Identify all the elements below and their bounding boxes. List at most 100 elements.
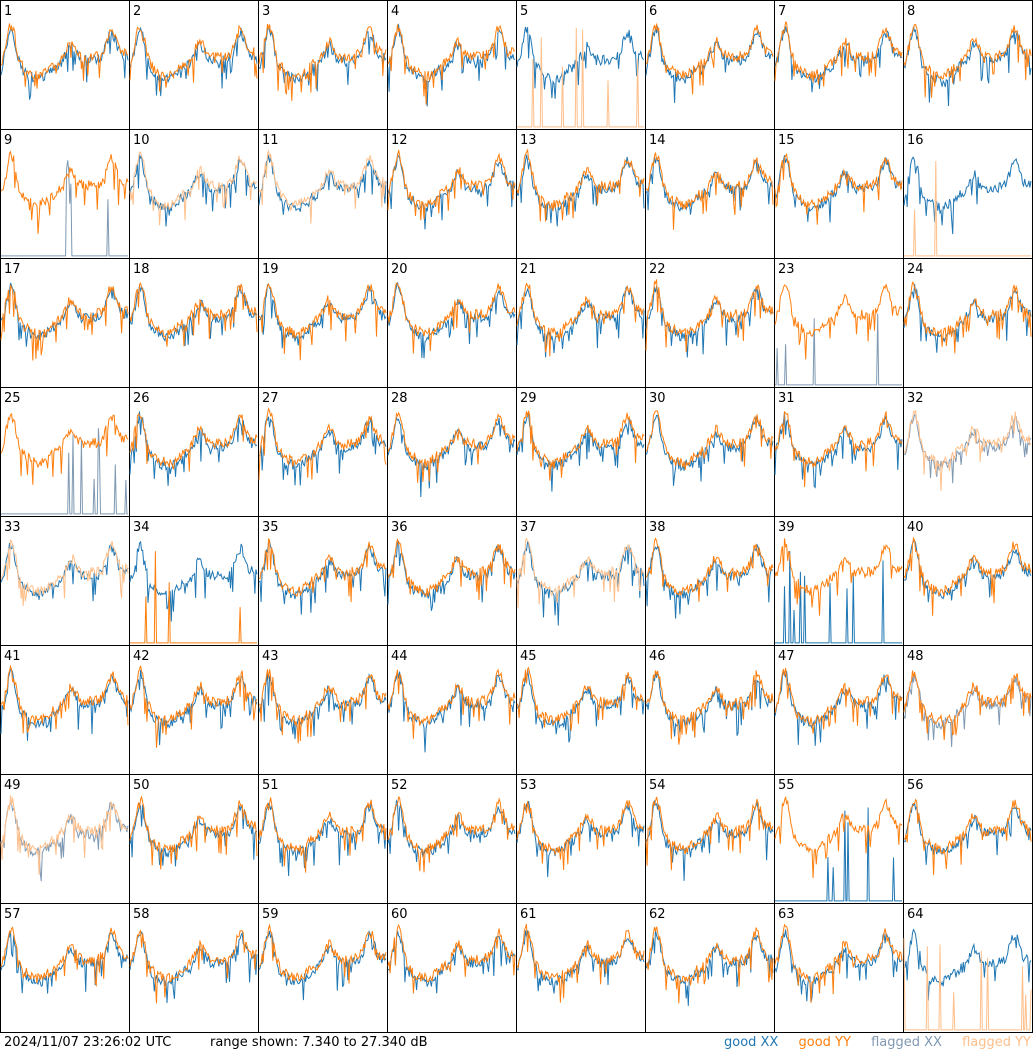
panel-label: 18 (133, 262, 150, 277)
series-yy-good (774, 796, 903, 879)
series-xx-good (903, 928, 1032, 1001)
series-xx-good (903, 801, 1032, 865)
panel-label: 36 (391, 520, 408, 535)
series-yy-good (258, 23, 387, 102)
panel-label: 21 (520, 262, 537, 277)
panel-label: 22 (649, 262, 666, 277)
series-yy-good (645, 23, 774, 95)
panel-64: 64 (903, 903, 1033, 1033)
panel-frame (645, 645, 775, 775)
panel-6: 6 (645, 0, 775, 130)
panel-frame (903, 903, 1033, 1033)
panel-label: 1 (4, 4, 12, 19)
panel-47: 47 (774, 645, 904, 775)
panel-8: 8 (903, 0, 1033, 130)
series-xx-good (387, 540, 516, 611)
panel-10: 10 (129, 129, 259, 259)
series-yy-good (646, 152, 774, 230)
panel-label: 53 (520, 778, 537, 793)
series-yy-good (516, 410, 645, 481)
panel-frame (387, 129, 517, 259)
panel-12: 12 (387, 129, 517, 259)
panel-63: 63 (774, 903, 904, 1033)
series-yy-good (387, 149, 516, 221)
panel-11: 11 (258, 129, 388, 259)
panel-44: 44 (387, 645, 517, 775)
panel-55: 55 (774, 774, 904, 904)
series-xx-good (258, 154, 387, 215)
series-xx-good (903, 26, 1032, 107)
series-xx-good (645, 414, 774, 486)
series-yy-good (774, 284, 903, 360)
series-yy-flagged (516, 537, 645, 609)
panel-frame (0, 0, 130, 130)
series-xx-flagged (1, 428, 128, 515)
panel-25: 25 (0, 387, 130, 517)
panel-5: 5 (516, 0, 646, 130)
panel-label: 42 (133, 649, 150, 664)
panel-label: 59 (262, 907, 279, 922)
series-yy-flagged (0, 795, 129, 876)
series-yy-good (0, 284, 129, 361)
panel-label: 37 (520, 520, 537, 535)
legend-good-yy: good YY (798, 1035, 851, 1050)
panel-label: 29 (520, 391, 537, 406)
panel-label: 47 (778, 649, 795, 664)
panel-label: 5 (520, 4, 528, 19)
footer: 2024/11/07 23:26:02 UTC range shown: 7.3… (0, 1033, 1033, 1053)
series-xx-good (774, 411, 903, 489)
series-yy-good (129, 282, 258, 347)
panel-46: 46 (645, 645, 775, 775)
panel-61: 61 (516, 903, 646, 1033)
panel-label: 4 (391, 4, 399, 19)
panel-label: 64 (907, 907, 924, 922)
series-yy-good (0, 150, 129, 234)
panel-56: 56 (903, 774, 1033, 904)
series-yy-good (903, 670, 1032, 741)
series-xx-good (258, 802, 387, 877)
series-xx-good (129, 26, 258, 97)
series-xx-good (258, 929, 387, 1001)
panel-54: 54 (645, 774, 775, 904)
panel-40: 40 (903, 516, 1033, 646)
series-yy-good (0, 926, 129, 988)
series-xx-flagged (1, 160, 128, 257)
series-xx-good (0, 282, 129, 347)
panel-60: 60 (387, 903, 517, 1033)
panel-label: 51 (262, 778, 279, 793)
series-yy-good (645, 410, 774, 470)
series-yy-good (516, 282, 645, 357)
legend-good-xx: good XX (723, 1035, 779, 1050)
series-yy-good (645, 670, 774, 745)
panel-label: 16 (907, 133, 924, 148)
series-yy-good (258, 923, 387, 984)
series-yy-good (516, 923, 645, 1003)
panel-label: 38 (649, 520, 666, 535)
panel-label: 30 (649, 391, 666, 406)
series-yy-good (0, 412, 129, 485)
series-yy-flagged (0, 538, 129, 606)
panel-51: 51 (258, 774, 388, 904)
panel-label: 9 (4, 133, 12, 148)
series-yy-good (387, 24, 516, 105)
series-yy-good (774, 538, 903, 616)
panel-label: 26 (133, 391, 150, 406)
series-yy-good (516, 800, 645, 871)
panel-29: 29 (516, 387, 646, 517)
panel-frame (516, 516, 646, 646)
series-xx-good (774, 26, 903, 93)
panel-35: 35 (258, 516, 388, 646)
series-yy-good (129, 795, 258, 870)
series-yy-good (258, 537, 387, 603)
panel-label: 43 (262, 649, 279, 664)
panel-label: 19 (262, 262, 279, 277)
panel-43: 43 (258, 645, 388, 775)
panel-3: 3 (258, 0, 388, 130)
series-yy-good (516, 666, 645, 731)
panel-label: 3 (262, 4, 270, 19)
panel-label: 8 (907, 4, 915, 19)
series-yy-good (903, 23, 1032, 98)
panel-label: 40 (907, 520, 924, 535)
panel-label: 24 (907, 262, 924, 277)
